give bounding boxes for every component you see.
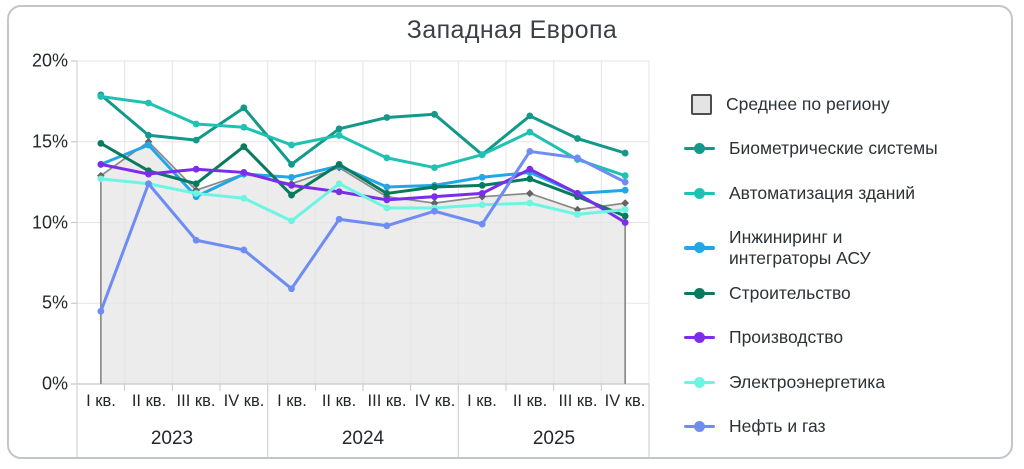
legend-item-oil-and-gas[interactable]: Нефть и газ: [684, 416, 826, 437]
legend-item-biometric-systems[interactable]: Биометрические системы: [684, 138, 938, 159]
legend-item-engineering-integrators[interactable]: Инжиниринг и интеграторы АСУ: [684, 227, 919, 268]
y-axis-label: 0%: [41, 373, 68, 394]
x-axis-quarter-label: IV кв.: [604, 392, 646, 410]
x-axis-quarter-label: III кв.: [367, 392, 407, 410]
x-axis-year-label: 2023: [150, 428, 194, 449]
line-swatch-icon: [684, 286, 715, 300]
x-axis-quarter-label: III кв.: [558, 392, 598, 410]
x-axis-quarter-label: II кв.: [131, 392, 167, 410]
line-swatch-icon: [684, 419, 715, 433]
legend-item-manufacturing[interactable]: Производство: [684, 327, 843, 348]
legend-label: Строительство: [729, 283, 851, 303]
legend-item-electric-power[interactable]: Электроэнергетика: [684, 372, 885, 393]
y-axis-label: 10%: [31, 212, 68, 233]
x-axis-quarter-label: II кв.: [512, 392, 548, 410]
legend-label: Инжиниринг и интеграторы АСУ: [729, 227, 871, 268]
legend-item-building-automation[interactable]: Автоматизация зданий: [684, 183, 915, 204]
legend-label: Среднее по региону: [726, 94, 890, 115]
x-axis-quarter-label: I кв.: [277, 392, 307, 410]
y-axis-label: 5%: [41, 292, 68, 313]
chart-title: Западная Европа: [406, 16, 618, 44]
x-axis-quarter-label: IV кв.: [414, 392, 456, 410]
legend-label: Электроэнергетика: [729, 372, 886, 392]
legend-item-average[interactable]: Среднее по региону: [684, 94, 890, 115]
line-swatch-icon: [684, 375, 715, 389]
line-swatch-icon: [684, 330, 715, 344]
line-swatch-icon: [684, 241, 715, 255]
x-axis-quarter-label: I кв.: [467, 392, 497, 410]
x-axis-quarter-label: I кв.: [86, 392, 116, 410]
x-axis-year-label: 2024: [341, 428, 385, 449]
average-area-swatch-icon: [691, 94, 712, 115]
x-axis-year-label: 2025: [532, 428, 576, 449]
line-swatch-icon: [684, 186, 715, 200]
x-axis-quarter-label: III кв.: [176, 392, 216, 410]
line-swatch-icon: [684, 141, 715, 155]
legend-label: Нефть и газ: [729, 416, 826, 436]
y-axis-label: 15%: [31, 131, 68, 152]
y-axis-label: 20%: [31, 50, 68, 71]
legend-label: Производство: [729, 327, 844, 347]
x-axis-quarter-label: IV кв.: [223, 392, 265, 410]
legend-label: Автоматизация зданий: [729, 183, 915, 203]
x-axis-quarter-label: II кв.: [321, 392, 357, 410]
legend-label: Биометрические системы: [729, 138, 938, 158]
legend-item-construction[interactable]: Строительство: [684, 283, 851, 304]
